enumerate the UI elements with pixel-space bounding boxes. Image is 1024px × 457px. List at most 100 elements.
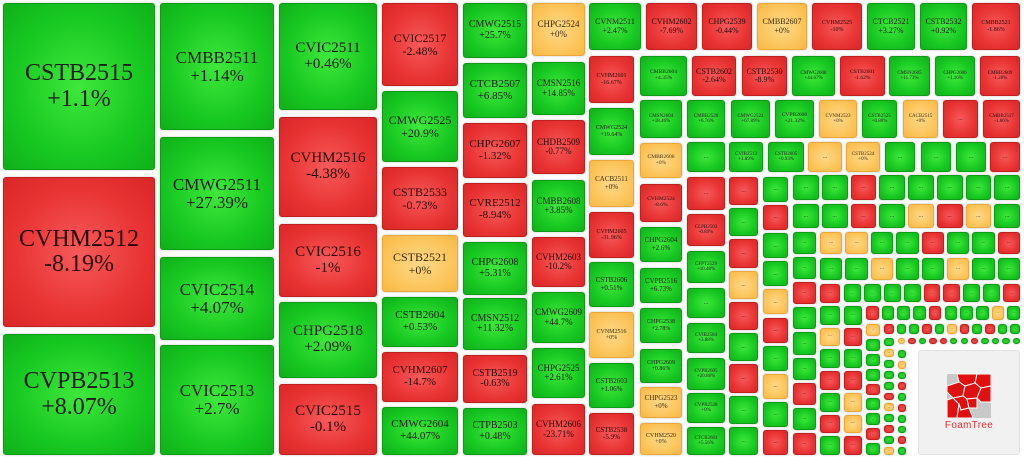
treemap-tile[interactable]: ...: [820, 414, 840, 434]
treemap-tile[interactable]: CHPG2523 +0%: [640, 387, 682, 418]
treemap-tile[interactable]: CMBB2607 +0%: [757, 3, 807, 50]
treemap-tile[interactable]: CVPB2513 +8.07%: [3, 334, 155, 455]
treemap-tile[interactable]: ...: [928, 306, 942, 320]
treemap-tile[interactable]: ...: [820, 232, 843, 254]
treemap-tile[interactable]: ...: [898, 414, 906, 423]
treemap-tile[interactable]: CVHM2516 -4.38%: [279, 117, 377, 217]
treemap-tile[interactable]: ...: [866, 368, 880, 381]
treemap-tile[interactable]: ...: [897, 306, 911, 320]
treemap-tile[interactable]: ...: [994, 175, 1020, 200]
treemap-tile[interactable]: ...: [820, 371, 840, 390]
treemap-tile[interactable]: ...: [845, 258, 868, 280]
treemap-tile[interactable]: CVIC2516 -1%: [279, 224, 377, 297]
treemap-tile[interactable]: ...: [763, 373, 788, 399]
treemap-tile[interactable]: CMWG2515 +25.7%: [463, 3, 527, 58]
treemap-tile[interactable]: ...: [763, 429, 788, 455]
treemap-tile[interactable]: CVIC2515 -0.1%: [279, 384, 377, 455]
treemap-tile[interactable]: ...: [793, 175, 819, 200]
treemap-tile[interactable]: CHPG2607 -1.32%: [463, 123, 527, 178]
treemap-tile[interactable]: CTCB2507 +6.85%: [463, 63, 527, 118]
treemap-tile[interactable]: ...: [820, 349, 840, 368]
treemap-tile[interactable]: ...: [923, 284, 941, 302]
treemap-tile[interactable]: CVPB2606 +21.32%: [775, 100, 814, 138]
treemap-tile[interactable]: ...: [956, 142, 986, 172]
treemap-tile[interactable]: ...: [729, 301, 758, 331]
treemap-tile[interactable]: ...: [793, 357, 816, 380]
treemap-tile[interactable]: ...: [729, 239, 758, 268]
treemap-tile[interactable]: ...: [921, 324, 932, 334]
treemap-tile[interactable]: ...: [950, 338, 958, 344]
treemap-tile[interactable]: CSTB2525 +0.80%: [862, 100, 897, 138]
treemap-tile[interactable]: CVHM2524 -8.6%: [640, 184, 682, 222]
treemap-tile[interactable]: ...: [866, 383, 880, 396]
treemap-tile[interactable]: ...: [884, 447, 894, 455]
treemap-tile[interactable]: CSTB2604 +0.53%: [382, 297, 458, 347]
treemap-tile[interactable]: ...: [821, 175, 848, 200]
treemap-tile[interactable]: ...: [687, 288, 725, 318]
treemap-tile[interactable]: ...: [884, 403, 894, 412]
treemap-tile[interactable]: ...: [959, 324, 970, 334]
treemap-tile[interactable]: ...: [729, 395, 758, 424]
treemap-tile[interactable]: ...: [898, 393, 906, 401]
treemap-tile[interactable]: CSTB2521 +0%: [382, 235, 458, 292]
treemap-tile[interactable]: CMWG2524 +19.64%: [589, 108, 634, 155]
treemap-tile[interactable]: CMWG2525 +20.9%: [382, 91, 458, 162]
treemap-tile[interactable]: CMSN2516 +14.85%: [532, 62, 585, 115]
treemap-tile[interactable]: CLPB2503 -0.89%: [687, 214, 725, 246]
treemap-tile[interactable]: ...: [866, 324, 880, 336]
treemap-tile[interactable]: CFPT2529 +10.48%: [687, 251, 725, 283]
treemap-tile[interactable]: ...: [985, 324, 995, 334]
treemap-tile[interactable]: ...: [884, 324, 894, 334]
treemap-tile[interactable]: CVIC2517 -2.48%: [382, 3, 458, 86]
treemap-tile[interactable]: ...: [898, 447, 906, 455]
treemap-tile[interactable]: CMBB2517 -1.86%: [983, 100, 1020, 138]
treemap-tile[interactable]: ...: [884, 338, 894, 346]
treemap-tile[interactable]: ...: [898, 404, 906, 412]
treemap-tile[interactable]: ...: [729, 270, 758, 299]
treemap-tile[interactable]: CHPG2525 +2.61%: [532, 348, 585, 398]
treemap-tile[interactable]: ...: [939, 338, 948, 344]
treemap-tile[interactable]: CSTB2533 -0.73%: [382, 167, 458, 230]
treemap-tile[interactable]: ...: [820, 284, 840, 303]
treemap-tile[interactable]: ...: [970, 338, 979, 344]
treemap-tile[interactable]: ...: [898, 360, 906, 369]
treemap-tile[interactable]: CMWG2609 +44.7%: [532, 292, 585, 343]
treemap-tile[interactable]: CMBB2609 -1.28%: [980, 56, 1020, 96]
treemap-tile[interactable]: ...: [863, 284, 881, 302]
treemap-tile[interactable]: CVHM2520 +0%: [640, 423, 682, 455]
treemap-tile[interactable]: ...: [844, 436, 862, 455]
treemap-tile[interactable]: CVHM2602 -7.69%: [646, 3, 697, 50]
treemap-tile[interactable]: CVIB2513 +1.89%: [729, 142, 763, 172]
treemap-tile[interactable]: ...: [943, 100, 978, 138]
treemap-tile[interactable]: ...: [870, 258, 894, 280]
treemap-tile[interactable]: ...: [963, 284, 981, 302]
treemap-tile[interactable]: ...: [729, 177, 758, 206]
foamtree-logo[interactable]: FoamTree: [918, 350, 1020, 455]
treemap-tile[interactable]: CVRE2512 -8.94%: [463, 183, 527, 237]
treemap-tile[interactable]: ...: [866, 428, 880, 441]
treemap-tile[interactable]: ...: [960, 338, 968, 344]
treemap-tile[interactable]: ...: [1003, 284, 1020, 302]
treemap-tile[interactable]: ...: [820, 258, 843, 280]
treemap-tile[interactable]: CMWG2608 +44.67%: [792, 56, 835, 96]
treemap-tile[interactable]: ...: [763, 205, 788, 231]
treemap-tile[interactable]: ...: [965, 204, 992, 228]
treemap-tile[interactable]: ...: [972, 258, 995, 280]
treemap-tile[interactable]: ...: [793, 432, 816, 455]
treemap-tile[interactable]: CHPG2606 +1.16%: [935, 56, 975, 96]
treemap-tile[interactable]: CTCB2601 +5.56%: [687, 427, 725, 455]
treemap-tile[interactable]: ...: [844, 414, 862, 434]
treemap-tile[interactable]: ...: [909, 324, 919, 334]
treemap-tile[interactable]: CVHM2601 -16.67%: [589, 56, 634, 103]
treemap-tile[interactable]: CVIB2504 +3.88%: [687, 323, 725, 353]
treemap-tile[interactable]: CHPG2524 +0%: [532, 3, 585, 56]
treemap-tile[interactable]: CSTB2602 -2.64%: [692, 56, 736, 96]
treemap-tile[interactable]: ...: [936, 204, 963, 228]
treemap-tile[interactable]: ...: [884, 359, 894, 368]
treemap-tile[interactable]: CMBB2520 +6.76%: [687, 100, 725, 138]
treemap-tile[interactable]: ...: [763, 401, 788, 427]
treemap-tile[interactable]: CVPB2528 +0%: [687, 393, 725, 423]
treemap-tile[interactable]: ...: [870, 232, 894, 254]
treemap-tile[interactable]: ...: [898, 436, 906, 445]
treemap-tile[interactable]: CMBB2604 +4.35%: [640, 56, 687, 96]
